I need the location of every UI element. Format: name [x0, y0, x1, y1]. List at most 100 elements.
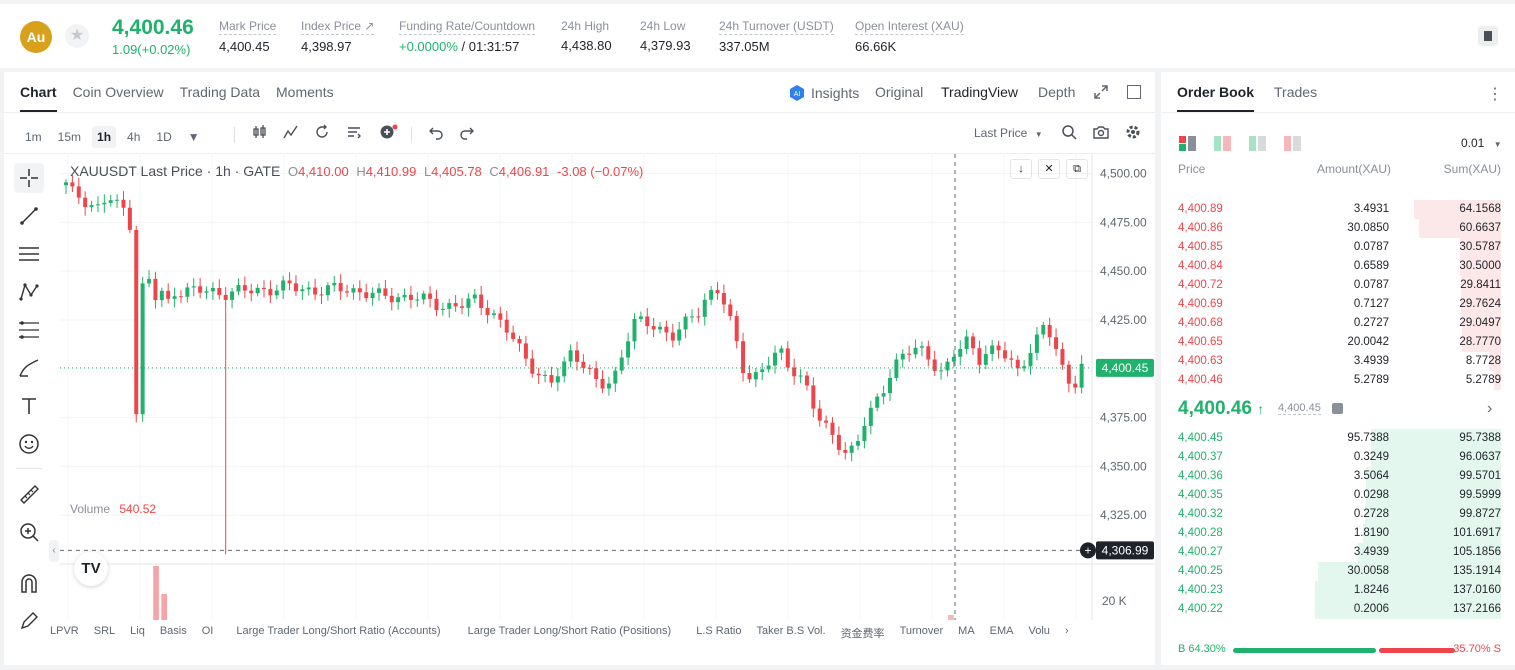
ask-row[interactable]: 4,400.72 0.0787 29.8411: [1161, 276, 1515, 295]
more-vertical-icon[interactable]: ⋮: [1487, 86, 1503, 103]
text-tool-icon[interactable]: [14, 391, 44, 421]
settings-gear-icon[interactable]: [1122, 124, 1144, 143]
book-bids-icon[interactable]: [1214, 136, 1231, 151]
indicator-tab[interactable]: L.S Ratio: [696, 625, 742, 637]
ask-row[interactable]: 4,400.85 0.0787 30.5787: [1161, 238, 1515, 257]
ask-row[interactable]: 4,400.89 3.4931 64.1568: [1161, 200, 1515, 219]
bid-row[interactable]: 4,400.28 1.8190 101.6917: [1161, 524, 1515, 543]
tab-coin-overview[interactable]: Coin Overview: [72, 84, 164, 100]
layout-icon[interactable]: ⧉: [1066, 159, 1088, 179]
indicator-tab[interactable]: MA: [958, 625, 975, 637]
template-icon[interactable]: [343, 124, 365, 143]
indicator-tab[interactable]: SRL: [93, 625, 116, 637]
book-asks-icon[interactable]: [1284, 136, 1301, 151]
ruler-tool-icon[interactable]: [14, 479, 44, 509]
bid-amount: 95.7388: [1347, 432, 1389, 444]
tab-trades[interactable]: Trades: [1274, 84, 1318, 100]
bid-row[interactable]: 4,400.23 1.8246 137.0160: [1161, 581, 1515, 600]
tick-size-select[interactable]: 0.01 ▼: [1461, 136, 1502, 150]
ask-row[interactable]: 4,400.84 0.6589 30.5000: [1161, 257, 1515, 276]
stat-funding-rate[interactable]: Funding Rate/Countdown +0.0000% / 01:31:…: [399, 19, 536, 54]
stat-mark-price[interactable]: Mark Price 4,400.45: [219, 19, 277, 54]
interval-4h[interactable]: 4h: [127, 130, 141, 144]
ask-row[interactable]: 4,400.86 30.0850 60.6637: [1161, 219, 1515, 238]
tab-moments[interactable]: Moments: [276, 84, 334, 100]
parallel-lines-tool-icon[interactable]: [14, 239, 44, 269]
indicator-tab[interactable]: Taker B.S Vol.: [756, 625, 826, 637]
interval-1h[interactable]: 1h: [92, 126, 117, 148]
indicator-tab[interactable]: 资金费率: [840, 628, 885, 640]
undo-icon[interactable]: [425, 124, 447, 143]
window-icon[interactable]: [1127, 85, 1141, 99]
add-alert-icon[interactable]: [378, 124, 400, 143]
book-icon[interactable]: [1478, 26, 1498, 46]
fib-tool-icon[interactable]: [14, 315, 44, 345]
tradingview-logo-icon[interactable]: TV: [74, 552, 108, 586]
indicator-tab[interactable]: EMA: [989, 625, 1014, 637]
ask-row[interactable]: 4,400.63 3.4939 8.7728: [1161, 352, 1515, 371]
stat-open-interest[interactable]: Open Interest (XAU) 66.66K: [855, 19, 964, 54]
interval-1m[interactable]: 1m: [25, 130, 42, 144]
mid-price[interactable]: 4,400.46 ↑: [1178, 398, 1264, 420]
crosshair-tool-icon[interactable]: [14, 163, 44, 193]
expand-icon[interactable]: [1094, 85, 1108, 104]
interval-dropdown-icon[interactable]: ▼: [187, 130, 200, 144]
favorite-star-icon[interactable]: ★: [65, 24, 89, 48]
brush-tool-icon[interactable]: [14, 353, 44, 383]
indicator-tab[interactable]: Liq: [130, 625, 145, 637]
candlestick-chart[interactable]: 4,500.004,475.004,450.004,425.004,400.00…: [60, 154, 1155, 620]
candle-body: [958, 348, 963, 357]
book-both-icon[interactable]: [1179, 136, 1196, 151]
zoom-in-icon[interactable]: [14, 517, 44, 547]
pattern-tool-icon[interactable]: [14, 277, 44, 307]
tab-tradingview[interactable]: TradingView: [941, 84, 1019, 100]
magnet-icon[interactable]: [14, 568, 44, 598]
bid-row[interactable]: 4,400.32 0.2728 99.8727: [1161, 505, 1515, 524]
interval-1d[interactable]: 1D: [156, 130, 172, 144]
chevron-right-icon[interactable]: ›: [1064, 625, 1069, 637]
arrow-down-icon[interactable]: ↓: [1010, 159, 1032, 179]
indicators-icon[interactable]: [280, 124, 302, 143]
redo-icon[interactable]: [456, 124, 478, 143]
indicator-tab[interactable]: Basis: [159, 625, 187, 637]
volume-value: 540.52: [119, 502, 157, 516]
tab-chart[interactable]: Chart: [20, 84, 57, 112]
bid-row[interactable]: 4,400.22 0.2006 137.2166: [1161, 600, 1515, 619]
tab-trading-data[interactable]: Trading Data: [179, 84, 261, 100]
ask-row[interactable]: 4,400.46 5.2789 5.2789: [1161, 371, 1515, 390]
ask-row[interactable]: 4,400.65 20.0042 28.7770: [1161, 333, 1515, 352]
replay-icon[interactable]: [311, 124, 333, 143]
stat-24h-turnover[interactable]: 24h Turnover (USDT) 337.05M: [719, 19, 834, 54]
bid-row[interactable]: 4,400.36 3.5064 99.5701: [1161, 467, 1515, 486]
ask-row[interactable]: 4,400.69 0.7127 29.7624: [1161, 295, 1515, 314]
tab-order-book[interactable]: Order Book: [1177, 84, 1255, 112]
indicator-tab[interactable]: Volu: [1028, 625, 1050, 637]
indicator-tab[interactable]: Turnover: [899, 625, 944, 637]
indicator-tab[interactable]: Large Trader Long/Short Ratio (Accounts): [236, 625, 441, 637]
trend-line-tool-icon[interactable]: [14, 201, 44, 231]
close-x-icon[interactable]: ✕: [1038, 159, 1060, 179]
chevron-right-icon[interactable]: ›: [1487, 400, 1493, 417]
price-type-select[interactable]: Last Price ▼: [974, 126, 1043, 140]
book-green-icon[interactable]: [1249, 136, 1266, 151]
ask-row[interactable]: 4,400.68 0.2727 29.0497: [1161, 314, 1515, 333]
bid-row[interactable]: 4,400.37 0.3249 96.0637: [1161, 448, 1515, 467]
bid-row[interactable]: 4,400.25 30.0058 135.1914: [1161, 562, 1515, 581]
bid-row[interactable]: 4,400.35 0.0298 99.5999: [1161, 486, 1515, 505]
camera-icon[interactable]: [1090, 124, 1112, 143]
stat-index-price[interactable]: Index Price ↗ 4,398.97: [301, 19, 375, 54]
tab-original[interactable]: Original: [875, 84, 924, 100]
indicator-tab[interactable]: OI: [201, 625, 214, 637]
emoji-tool-icon[interactable]: [14, 429, 44, 459]
indicator-tab[interactable]: LPVR: [50, 625, 79, 637]
collapse-toolbar-icon[interactable]: ‹: [49, 540, 59, 562]
indicator-tab[interactable]: Large Trader Long/Short Ratio (Positions…: [467, 625, 672, 637]
tab-depth[interactable]: Depth: [1038, 84, 1076, 100]
interval-15m[interactable]: 15m: [57, 130, 82, 144]
pencil-lock-icon[interactable]: [14, 606, 44, 636]
candle-type-icon[interactable]: [249, 124, 271, 143]
bid-row[interactable]: 4,400.45 95.7388 95.7388: [1161, 429, 1515, 448]
search-icon[interactable]: [1058, 124, 1080, 143]
bid-row[interactable]: 4,400.27 3.4939 105.1856: [1161, 543, 1515, 562]
insights-button[interactable]: AI Insights: [788, 84, 859, 102]
